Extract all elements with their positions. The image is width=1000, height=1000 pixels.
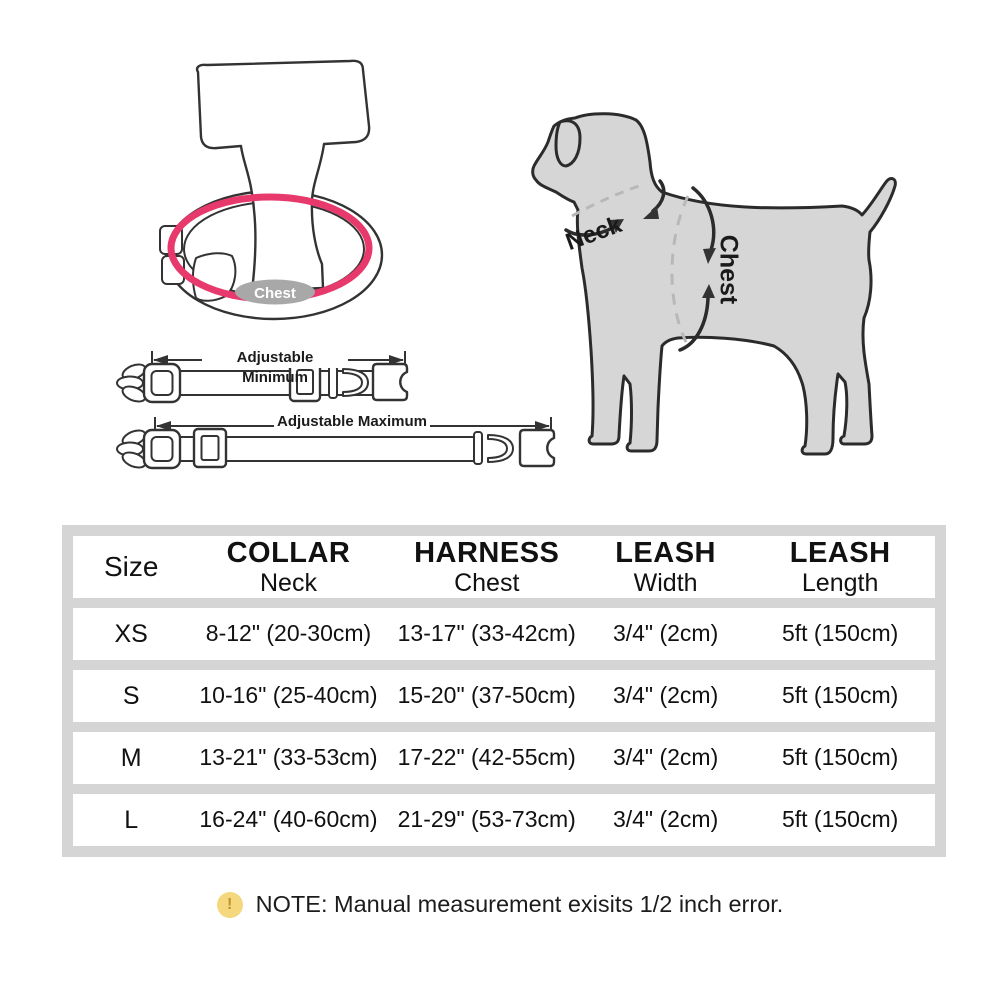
collar-minimum xyxy=(116,361,409,404)
cell-harness-chest: 15-20" (37-50cm) xyxy=(397,682,576,709)
cell-leash-length: 5ft (150cm) xyxy=(781,744,899,771)
table-row-l: L 16-24" (40-60cm) 21-29" (53-73cm) 3/4"… xyxy=(73,794,935,846)
chest-arrowhead-up xyxy=(702,284,715,298)
min-keeper-bar xyxy=(328,365,338,399)
min-male-buckle xyxy=(371,362,409,402)
chest-arrowhead-down xyxy=(703,248,716,264)
size-table: Size COLLAR Neck HARNESS Chest LEASH Wid… xyxy=(62,525,946,857)
cell-leash-length: 5ft (150cm) xyxy=(781,806,899,833)
adjustable-minimum-label: Adjustable Minimum xyxy=(202,348,348,386)
header-harness: HARNESS Chest xyxy=(414,536,560,598)
header-leash-width: LEASH Width xyxy=(615,536,716,598)
chest-measure-label: Chest xyxy=(714,234,743,305)
harness-back-panel xyxy=(195,59,371,293)
dog-drawing xyxy=(531,112,897,456)
header-collar: COLLAR Neck xyxy=(226,536,351,598)
dog-diagram xyxy=(520,88,920,470)
cell-leash-width: 3/4" (2cm) xyxy=(612,620,719,647)
cell-leash-width: 3/4" (2cm) xyxy=(612,682,719,709)
dog-ear xyxy=(554,119,582,168)
neck-arrowhead-left xyxy=(643,206,659,219)
collar-maximum xyxy=(116,427,556,470)
header-size: Size xyxy=(103,551,159,583)
adjustable-maximum-label: Adjustable Maximum xyxy=(274,412,430,432)
cell-harness-chest: 13-17" (33-42cm) xyxy=(397,620,576,647)
max-male-buckle xyxy=(518,428,556,468)
cell-collar-neck: 8-12" (20-30cm) xyxy=(205,620,372,647)
note-row: ! NOTE: Manual measurement exisits 1/2 i… xyxy=(0,891,1000,918)
cell-collar-neck: 10-16" (25-40cm) xyxy=(199,682,378,709)
neck-arrowhead-right xyxy=(610,219,624,233)
cell-size: L xyxy=(124,806,139,834)
header-leash-length: LEASH Length xyxy=(789,536,891,598)
chest-pill-label: Chest xyxy=(254,285,296,302)
cell-leash-length: 5ft (150cm) xyxy=(781,682,899,709)
cell-size: M xyxy=(120,744,142,772)
chest-arrows xyxy=(678,186,716,352)
cell-leash-width: 3/4" (2cm) xyxy=(612,806,719,833)
cell-collar-neck: 16-24" (40-60cm) xyxy=(199,806,378,833)
min-d-ring xyxy=(342,368,369,397)
cell-harness-chest: 17-22" (42-55cm) xyxy=(397,744,576,771)
cell-leash-width: 3/4" (2cm) xyxy=(612,744,719,771)
dog-silhouette xyxy=(531,112,897,456)
collar-diagrams: Adjustable Minimum Adjustable Maximum xyxy=(110,338,570,488)
table-row-m: M 13-21" (33-53cm) 17-22" (42-55cm) 3/4"… xyxy=(73,732,935,784)
cell-size: S xyxy=(122,682,140,710)
cell-collar-neck: 13-21" (33-53cm) xyxy=(199,744,378,771)
exclamation-icon: ! xyxy=(216,891,243,918)
table-header-row: Size COLLAR Neck HARNESS Chest LEASH Wid… xyxy=(73,536,935,598)
table-row-s: S 10-16" (25-40cm) 15-20" (37-50cm) 3/4"… xyxy=(73,670,935,722)
max-keeper-bar xyxy=(473,431,483,465)
cell-harness-chest: 21-29" (53-73cm) xyxy=(397,806,576,833)
note-text: NOTE: Manual measurement exisits 1/2 inc… xyxy=(255,891,784,917)
harness-diagram: Chest xyxy=(152,50,392,322)
cell-leash-length: 5ft (150cm) xyxy=(781,620,899,647)
max-d-ring xyxy=(487,434,514,463)
cell-size: XS xyxy=(114,620,148,648)
chest-pill xyxy=(235,279,315,305)
collars-drawing xyxy=(116,351,556,470)
neck-dashed-guide xyxy=(571,183,643,218)
harness-drawing: Chest xyxy=(159,59,384,321)
table-row-xs: XS 8-12" (20-30cm) 13-17" (33-42cm) 3/4"… xyxy=(73,608,935,660)
